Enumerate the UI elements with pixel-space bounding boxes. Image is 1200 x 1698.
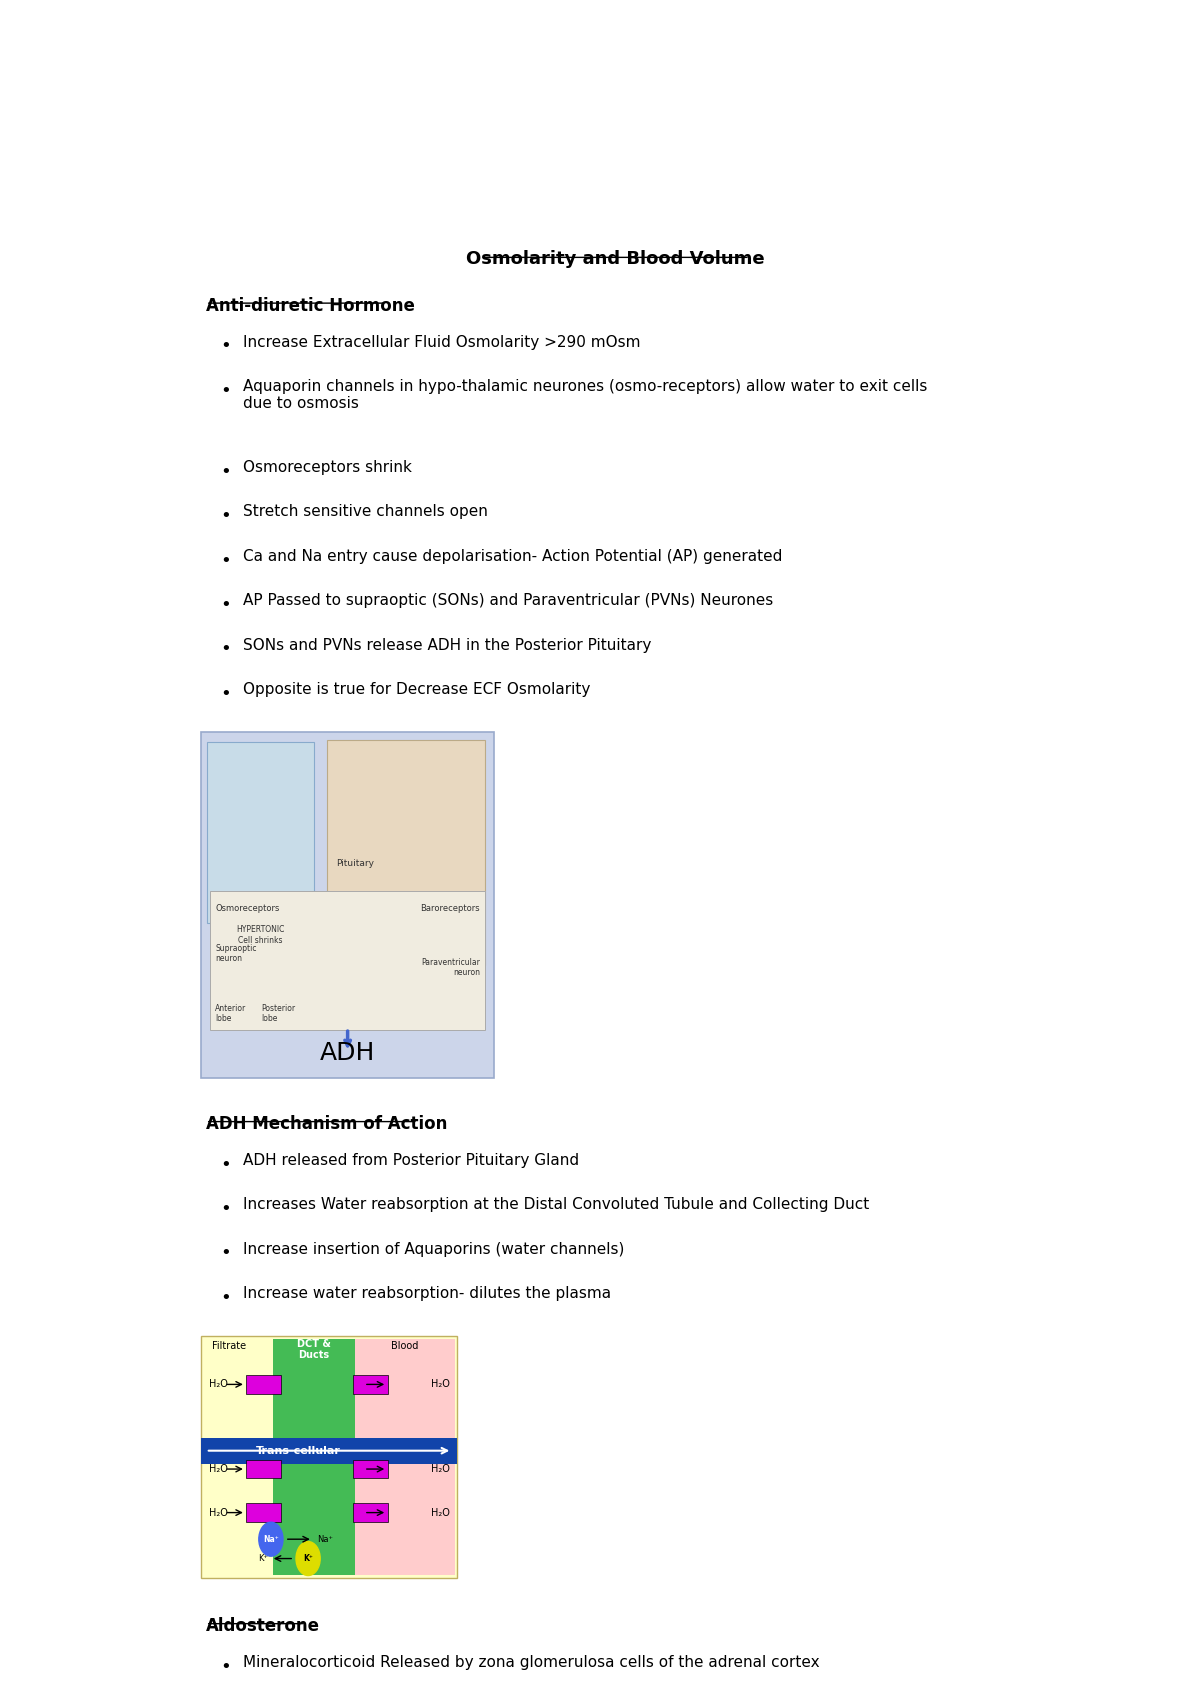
Text: Blood: Blood: [391, 1341, 419, 1352]
Text: Stretch sensitive channels open: Stretch sensitive channels open: [242, 504, 488, 520]
Text: •: •: [221, 382, 232, 399]
Text: Increase Extracellular Fluid Osmolarity >290 mOsm: Increase Extracellular Fluid Osmolarity …: [242, 335, 641, 350]
Text: HYPERTONIC
Cell shrinks: HYPERTONIC Cell shrinks: [236, 925, 284, 944]
FancyBboxPatch shape: [272, 1338, 355, 1576]
Text: H₂O: H₂O: [431, 1379, 450, 1389]
FancyBboxPatch shape: [246, 1503, 281, 1521]
FancyBboxPatch shape: [246, 1460, 281, 1479]
Text: Ca and Na entry cause depolarisation- Action Potential (AP) generated: Ca and Na entry cause depolarisation- Ac…: [242, 548, 782, 564]
Text: •: •: [221, 462, 232, 481]
Text: •: •: [221, 1289, 232, 1307]
Text: Osmoreceptors shrink: Osmoreceptors shrink: [242, 460, 412, 475]
Text: •: •: [221, 684, 232, 703]
Text: Osmoreceptors: Osmoreceptors: [215, 905, 280, 914]
Text: •: •: [221, 552, 232, 569]
Text: Na⁺: Na⁺: [263, 1535, 278, 1543]
Text: Supraoptic
neuron: Supraoptic neuron: [215, 944, 257, 963]
Text: ADH: ADH: [320, 1041, 376, 1065]
FancyBboxPatch shape: [353, 1503, 388, 1521]
Text: Anti-diuretic Hormone: Anti-diuretic Hormone: [206, 297, 415, 314]
Text: ADH Mechanism of Action: ADH Mechanism of Action: [206, 1116, 448, 1133]
Circle shape: [259, 1521, 283, 1555]
Text: Filtrate: Filtrate: [212, 1341, 246, 1352]
FancyBboxPatch shape: [210, 891, 485, 1031]
Text: K⁺: K⁺: [304, 1554, 313, 1564]
Text: Increase insertion of Aquaporins (water channels): Increase insertion of Aquaporins (water …: [242, 1241, 624, 1257]
Text: K⁺: K⁺: [258, 1554, 268, 1564]
Text: H₂O: H₂O: [209, 1508, 228, 1518]
Circle shape: [296, 1542, 320, 1576]
Text: Increase water reabsorption- dilutes the plasma: Increase water reabsorption- dilutes the…: [242, 1287, 611, 1301]
Text: Na⁺: Na⁺: [317, 1535, 334, 1543]
Text: Mineralocorticoid Released by zona glomerulosa cells of the adrenal cortex: Mineralocorticoid Released by zona glome…: [242, 1656, 820, 1671]
Text: •: •: [221, 640, 232, 659]
Text: •: •: [221, 1245, 232, 1263]
Text: H₂O: H₂O: [209, 1464, 228, 1474]
FancyBboxPatch shape: [206, 742, 313, 922]
FancyBboxPatch shape: [326, 740, 485, 964]
FancyBboxPatch shape: [353, 1375, 388, 1394]
Text: H₂O: H₂O: [431, 1464, 450, 1474]
FancyBboxPatch shape: [202, 1438, 457, 1464]
Text: Anterior
lobe: Anterior lobe: [215, 1004, 246, 1024]
Text: •: •: [221, 338, 232, 355]
Text: DCT &
Ducts: DCT & Ducts: [296, 1338, 331, 1360]
Text: ADH released from Posterior Pituitary Gland: ADH released from Posterior Pituitary Gl…: [242, 1153, 580, 1168]
Text: •: •: [221, 1657, 232, 1676]
Text: Baroreceptors: Baroreceptors: [420, 905, 480, 914]
Text: •: •: [221, 596, 232, 615]
Text: Osmolarity and Blood Volume: Osmolarity and Blood Volume: [466, 250, 764, 268]
FancyBboxPatch shape: [202, 1336, 457, 1577]
FancyBboxPatch shape: [355, 1338, 455, 1576]
Text: Opposite is true for Decrease ECF Osmolarity: Opposite is true for Decrease ECF Osmola…: [242, 683, 590, 698]
Text: Pituitary: Pituitary: [336, 859, 374, 868]
Text: H₂O: H₂O: [209, 1379, 228, 1389]
Text: AP Passed to supraoptic (SONs) and Paraventricular (PVNs) Neurones: AP Passed to supraoptic (SONs) and Parav…: [242, 593, 773, 608]
Text: SONs and PVNs release ADH in the Posterior Pituitary: SONs and PVNs release ADH in the Posteri…: [242, 638, 652, 652]
Text: •: •: [221, 508, 232, 525]
Text: Posterior
lobe: Posterior lobe: [262, 1004, 295, 1024]
Text: Aquaporin channels in hypo-thalamic neurones (osmo-receptors) allow water to exi: Aquaporin channels in hypo-thalamic neur…: [242, 379, 928, 411]
Text: •: •: [221, 1156, 232, 1173]
Text: Trans-cellular: Trans-cellular: [256, 1445, 341, 1455]
Text: Aldosterone: Aldosterone: [206, 1616, 319, 1635]
FancyBboxPatch shape: [202, 732, 494, 1078]
FancyBboxPatch shape: [246, 1375, 281, 1394]
FancyBboxPatch shape: [353, 1460, 388, 1479]
Text: Paraventricular
neuron: Paraventricular neuron: [421, 958, 480, 978]
Text: H₂O: H₂O: [431, 1508, 450, 1518]
Text: Increases Water reabsorption at the Distal Convoluted Tubule and Collecting Duct: Increases Water reabsorption at the Dist…: [242, 1197, 869, 1212]
Text: •: •: [221, 1200, 232, 1217]
